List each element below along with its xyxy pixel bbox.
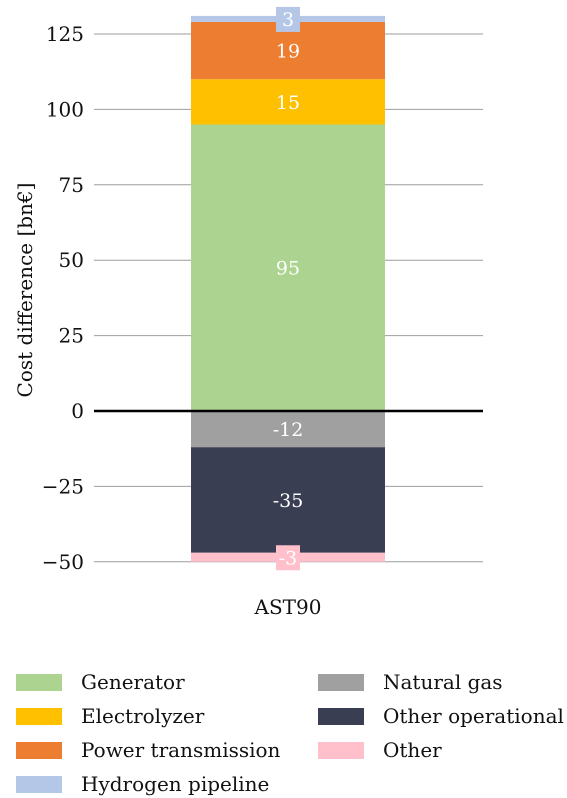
- bar-stack: [191, 15, 385, 562]
- y-tick-label: 50: [59, 248, 84, 272]
- legend-swatch: [318, 707, 364, 725]
- legend-swatch: [16, 707, 62, 725]
- y-tick-label: −25: [42, 474, 84, 498]
- data-label: 15: [276, 92, 300, 114]
- legend-label: Power transmission: [81, 738, 281, 762]
- x-axis-categories: AST90: [254, 595, 322, 619]
- data-label: -12: [273, 419, 304, 441]
- bar-segment: [191, 447, 385, 553]
- stacked-bar-chart: 95 15 19 3 -12 -35 -3 −50 −25 0 25 50 75 100 125 AST9…: [13, 6, 483, 619]
- data-label: 19: [276, 41, 300, 63]
- data-label: 95: [276, 258, 300, 280]
- legend-label: Natural gas: [383, 670, 503, 694]
- y-tick-label: 125: [46, 22, 84, 46]
- data-label-background: [276, 545, 300, 571]
- bar-segment: [191, 79, 385, 125]
- legend-item: Power transmission: [16, 738, 281, 762]
- data-labels: 95 15 19 3 -12 -35 -3: [273, 6, 304, 571]
- legend-label: Generator: [81, 670, 185, 694]
- legend-swatch: [16, 741, 62, 759]
- legend-item: Hydrogen pipeline: [16, 772, 270, 796]
- y-axis-label: Cost difference [bn€]: [13, 183, 37, 398]
- legend-item: Generator: [16, 670, 185, 694]
- y-tick-label: 100: [46, 97, 84, 121]
- legend-label: Other operational: [383, 704, 564, 728]
- legend-label: Electrolyzer: [81, 704, 205, 728]
- data-label: -3: [279, 547, 298, 569]
- legend: Generator Electrolyzer Power transmission H…: [0, 664, 567, 798]
- legend-swatch: [318, 673, 364, 691]
- bar-segment: [191, 124, 385, 411]
- y-tick-label: −50: [42, 550, 84, 574]
- legend-item: Other operational: [318, 704, 564, 728]
- legend-swatch: [16, 673, 62, 691]
- legend-item: Natural gas: [318, 670, 503, 694]
- x-category-label: AST90: [254, 595, 322, 619]
- data-label-background: [276, 6, 300, 32]
- legend-label: Other: [383, 738, 442, 762]
- bar-segment: [191, 411, 385, 448]
- legend-item: Electrolyzer: [16, 704, 205, 728]
- y-tick-label: 25: [59, 324, 84, 348]
- legend-swatch: [318, 741, 364, 759]
- legend-swatch: [16, 775, 62, 793]
- data-label: -35: [273, 490, 304, 512]
- y-tick-label: 75: [59, 173, 84, 197]
- legend-item: Other: [318, 738, 442, 762]
- legend-label: Hydrogen pipeline: [81, 772, 270, 796]
- data-label: 3: [282, 9, 294, 31]
- y-tick-label: 0: [71, 399, 84, 423]
- y-axis-ticks: −50 −25 0 25 50 75 100 125: [42, 22, 84, 574]
